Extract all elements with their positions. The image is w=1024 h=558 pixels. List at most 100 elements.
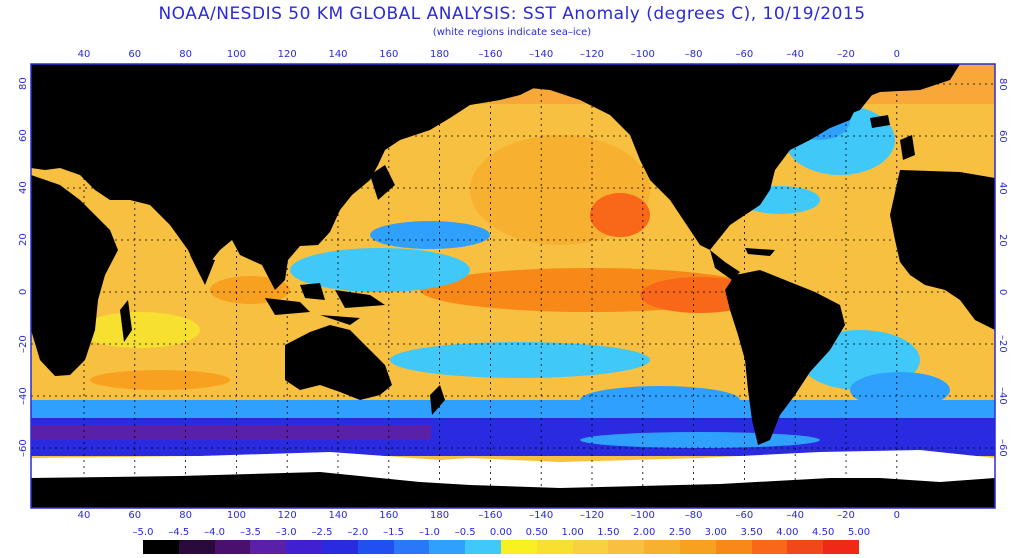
colorbar-swatch [214,540,251,554]
latitude-label: –20 [997,335,1008,353]
colorbar-swatch [572,540,609,554]
south-america [725,270,845,445]
colorbar-tick-label: –0.5 [454,527,476,538]
colorbar-swatch [787,540,824,554]
latitude-label: 20 [18,233,29,247]
latitude-label: –60 [997,439,1008,457]
latitude-label: –20 [18,335,29,353]
colorbar-swatch [178,540,215,554]
longitude-label: 0 [893,510,900,521]
colorbar-swatch [429,540,466,554]
longitude-label: 120 [277,49,297,60]
longitude-label: 60 [128,510,142,521]
colorbar-tick-label: 4.50 [812,527,835,538]
latitude-label: –40 [18,387,29,405]
colorbar-tick-label: 4.00 [776,527,799,538]
latitude-label: 40 [997,181,1008,195]
colorbar-tick-label: 3.00 [704,527,727,538]
longitude-label: 140 [328,510,348,521]
longitude-label: 60 [128,49,142,60]
map-frame [30,63,996,509]
colorbar-tick-label: 3.50 [740,527,763,538]
colorbar-swatch [143,540,179,554]
longitude-label: –80 [684,510,703,521]
longitude-label: –140 [529,49,554,60]
antarctica [31,472,995,508]
colorbar-swatch [751,540,788,554]
latitude-label: 40 [18,181,29,195]
longitude-label: 100 [226,49,246,60]
colorbar-swatch [286,540,322,554]
colorbar-swatch [393,540,430,554]
longitude-label: –20 [837,49,855,60]
colorbar-tick-label: 2.50 [668,527,692,538]
colorbar-tick-label: –2.5 [311,527,333,538]
eurasia [31,64,560,290]
colorbar-swatch [680,540,716,554]
longitude-label: 140 [328,49,348,60]
longitude-label: –160 [478,510,503,521]
colorbar-tick-label: 0.50 [525,527,548,538]
latitude-label: 60 [18,129,29,143]
longitude-label: 160 [379,510,399,521]
longitude-label: 0 [893,49,900,60]
colorbar-tick-label: 5.00 [847,527,871,538]
colorbar-swatch [357,540,394,554]
colorbar-tick-label: 2.00 [633,527,656,538]
colorbar-tick-label: 1.00 [561,527,584,538]
colorbar-tick-label: –4.0 [204,527,226,538]
africa [31,175,118,376]
colorbar-swatch [322,540,358,554]
longitude-label: –160 [478,49,503,60]
longitude-label: 100 [226,510,246,521]
greenland [780,68,880,118]
longitude-label: –100 [630,49,655,60]
map-title: NOAA/NESDIS 50 KM GLOBAL ANALYSIS: SST A… [158,4,866,24]
longitude-label: 80 [179,510,192,521]
longitude-label: –60 [735,510,754,521]
latitude-label: 80 [997,77,1008,91]
latitude-label: –60 [18,439,29,457]
latitude-label: 20 [997,233,1008,247]
colorbar-swatch [250,540,287,554]
longitude-label: 80 [179,49,192,60]
map-graticule [31,64,995,508]
colorbar-tick-label: –5.0 [132,527,154,538]
longitude-label: –60 [735,49,754,60]
latitude-label: 60 [997,129,1008,143]
colorbar-swatch [608,540,645,554]
west-pacific-cool-patch [290,248,470,292]
longitude-label: –80 [684,49,703,60]
colorbar-swatch [536,540,573,554]
longitude-label: 180 [430,49,450,60]
colorbar-tick-label: 0.00 [489,527,513,538]
colorbar-swatch [823,540,859,554]
longitude-label: 180 [430,510,450,521]
colorbar-tick-label: –3.0 [275,527,297,538]
colorbar-tick-label: 1.50 [597,527,620,538]
longitude-label: 160 [379,49,399,60]
longitude-label: 40 [77,510,91,521]
longitude-label: –40 [786,49,805,60]
longitude-label: –120 [579,49,605,60]
colorbar-tick-label: –2.0 [347,527,369,538]
colorbar-swatch [465,540,501,554]
latitude-label: 0 [997,288,1008,296]
colorbar-tick-label: –1.5 [383,527,405,538]
colorbar-tick-label: –4.5 [168,527,190,538]
longitude-label: 40 [77,49,91,60]
australia [285,325,392,400]
longitude-label: –140 [529,510,554,521]
map-subtitle: (white regions indicate sea–ice) [432,27,592,38]
latitude-label: –40 [997,387,1008,405]
longitude-label: –40 [786,510,805,521]
latitude-label: 0 [18,288,29,296]
longitude-label: –120 [579,510,605,521]
colorbar-tick-label: –3.5 [239,527,261,538]
southern-ocean-band [31,400,995,420]
colorbar-tick-label: –1.0 [418,527,440,538]
longitude-label: –20 [837,510,855,521]
colorbar-swatch [715,540,752,554]
longitude-label: –100 [630,510,655,521]
